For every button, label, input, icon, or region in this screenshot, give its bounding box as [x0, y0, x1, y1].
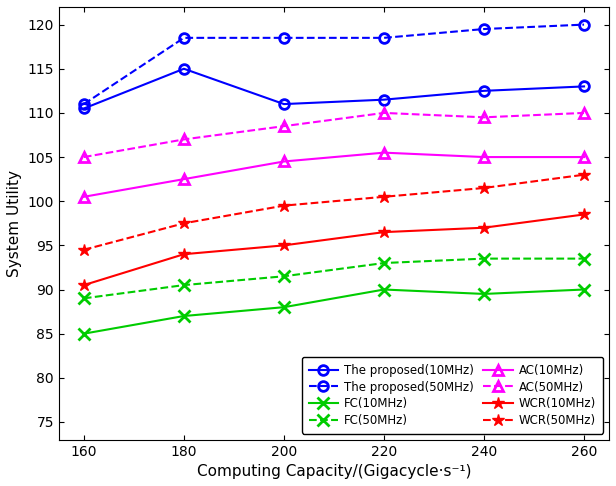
Legend: The proposed(10MHz), The proposed(50MHz), FC(10MHz), FC(50MHz), AC(10MHz), AC(50: The proposed(10MHz), The proposed(50MHz)… [302, 357, 603, 434]
Y-axis label: System Utility: System Utility [7, 170, 22, 277]
X-axis label: Computing Capacity/(Gigacycle·s⁻¹): Computing Capacity/(Gigacycle·s⁻¹) [197, 464, 471, 479]
